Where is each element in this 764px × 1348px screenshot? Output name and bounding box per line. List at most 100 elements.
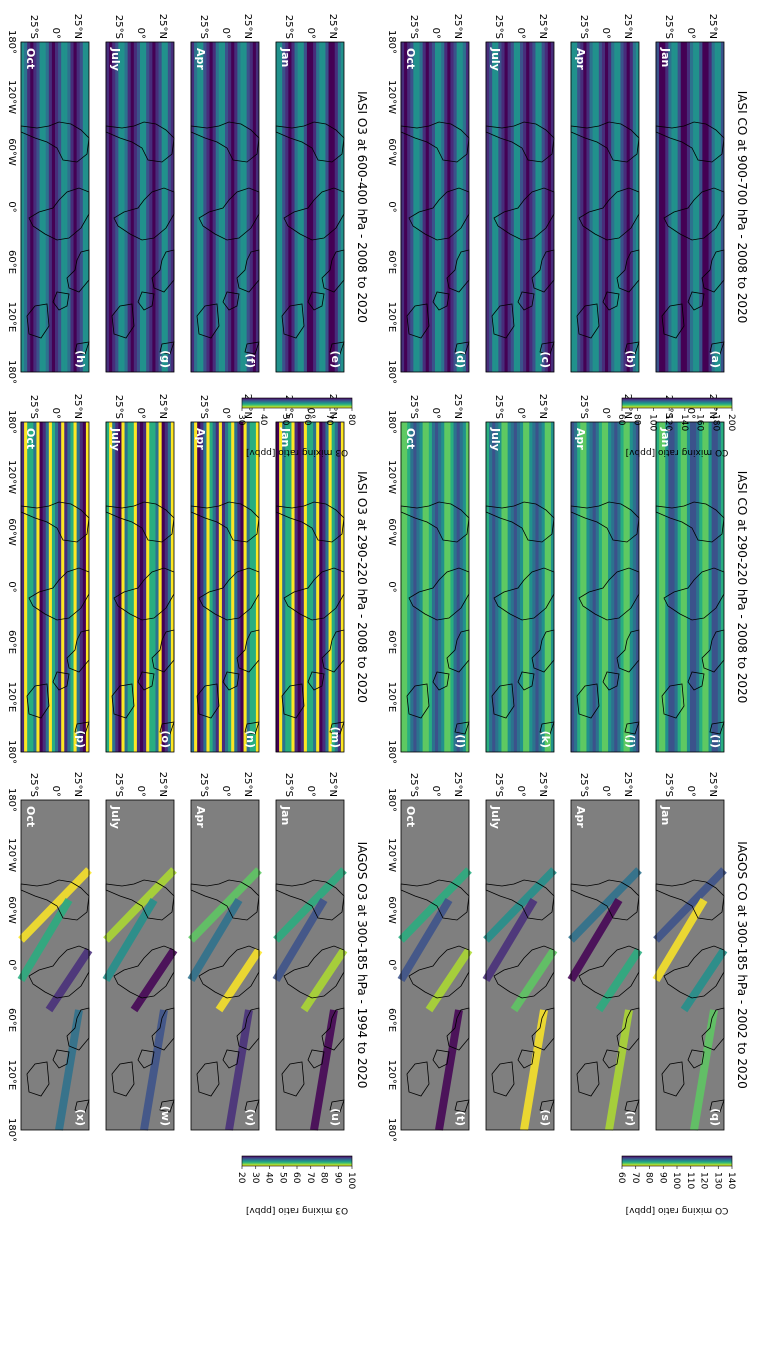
colorbar-tick-label: 70 — [305, 1172, 315, 1184]
lon-tick-label: 180° — [386, 410, 397, 434]
panel-group-iagos-co: IAGOS CO at 300-185 hPa - 2002 to 2020 Ja… — [386, 772, 749, 1142]
panel-group-title: IAGOS O3 at 300-185 hPa - 1994 to 2020 — [355, 842, 369, 1089]
panel-group-title: IASI CO at 290-220 hPa - 2008 to 2020 — [735, 471, 749, 704]
lon-tick-label: 180° — [386, 740, 397, 764]
lon-tick-label: 60°E — [386, 630, 397, 654]
month-label: Jan — [279, 47, 292, 67]
lat-tick-label: 25°N — [157, 14, 168, 39]
panel-letter: (e) — [329, 350, 342, 368]
panel-group-iagos-o3: IAGOS O3 at 300-185 hPa - 1994 to 2020 Ja… — [6, 772, 369, 1142]
lat-tick-label: 25°N — [452, 394, 463, 419]
map-panel-u: Jan (u) 25°N 0° 25°S — [272, 772, 348, 1131]
lon-tick-label: 0° — [6, 581, 17, 592]
lat-tick-label: 25°N — [707, 14, 718, 39]
colorbar-label: O3 mixing ratio [ppbv] — [246, 1205, 348, 1215]
lat-tick-label: 0° — [50, 28, 61, 39]
lat-tick-label: 25°S — [493, 773, 504, 797]
colorbar-tick-label: 120 — [663, 414, 673, 431]
month-label: Jan — [279, 805, 292, 825]
colorbar-iagos-co: 60 70 80 90 100 110 120 130 140 CO mixing ratio [… — [616, 1155, 736, 1215]
panel-letter: (s) — [539, 1109, 552, 1126]
map-panel-k: July (k) 25°N 0° 25°S — [485, 394, 555, 753]
panel-letter: (h) — [74, 350, 87, 368]
lat-tick-label: 25°S — [28, 15, 39, 39]
lon-tick-label: 60°W — [6, 896, 17, 924]
panel-group-iasi-o3-low: IASI O3 at 600-400 hPa - 2008 to 2020 Jan… — [6, 14, 369, 384]
lat-tick-label: 25°S — [408, 773, 419, 797]
colorbar-label: O3 mixing ratio [ppbv] — [246, 447, 348, 457]
colorbar-tick-label: 180 — [710, 414, 720, 431]
lat-tick-label: 25°S — [578, 773, 589, 797]
lat-tick-label: 25°S — [28, 395, 39, 419]
colorbar-tick-label: 60 — [291, 1172, 301, 1184]
lat-tick-label: 25°S — [408, 395, 419, 419]
map-panel-o: July (o) 25°N 0° 25°S — [105, 394, 175, 753]
lat-tick-label: 0° — [305, 786, 316, 797]
lat-tick-label: 25°N — [452, 14, 463, 39]
lon-tick-label: 180° — [386, 788, 397, 812]
colorbar-tick-label: 200 — [726, 414, 736, 431]
panel-letter: (l) — [454, 734, 467, 748]
lon-tick-label: 60°E — [386, 1008, 397, 1032]
panel-group-title: IASI O3 at 600-400 hPa - 2008 to 2020 — [355, 91, 369, 323]
panel-letter: (i) — [709, 734, 722, 748]
map-panel-h: Oct (h) 25°N 0° 25°S — [20, 14, 90, 373]
lat-tick-label: 25°N — [537, 772, 548, 797]
map-panel-q: Jan (q) 25°N 0° 25°S — [652, 772, 728, 1131]
month-label: Apr — [574, 428, 587, 450]
lon-tick-label: 60°W — [386, 138, 397, 166]
month-label: Oct — [24, 428, 37, 449]
panel-letter: (j) — [624, 734, 637, 748]
map-panel-j: Apr(j)25°N0°25°S — [570, 394, 640, 753]
colorbar-tick-label: 100 — [671, 1172, 681, 1189]
lat-tick-label: 25°N — [452, 772, 463, 797]
colorbar-tick-label: 20 — [236, 1172, 246, 1184]
lat-tick-label: 0° — [515, 786, 526, 797]
colorbar-tick-label: 100 — [346, 1172, 356, 1189]
lat-tick-label: 0° — [600, 28, 611, 39]
panel-letter: (c) — [539, 351, 552, 368]
month-label: July — [489, 427, 502, 451]
lat-tick-label: 25°N — [327, 772, 338, 797]
colorbar-label: CO mixing ratio [ppbv] — [626, 1205, 729, 1215]
colorbar-iasi-co-low: 60 80 100 120 140 160 180 200 CO mixing ratio [p… — [616, 397, 736, 457]
panel-letter: (t) — [454, 1111, 467, 1126]
lat-tick-label: 25°S — [113, 773, 124, 797]
lat-tick-label: 25°S — [198, 15, 209, 39]
lat-tick-label: 25°N — [327, 14, 338, 39]
lon-tick-label: 120°E — [386, 682, 397, 712]
lon-tick-label: 60°W — [386, 896, 397, 924]
map-panel-x: Oct (x) 25°N 0° 25°S — [17, 772, 93, 1131]
lat-tick-label: 25°N — [242, 772, 253, 797]
lon-tick-label: 60°W — [6, 138, 17, 166]
lon-tick-label: 120°E — [6, 682, 17, 712]
colorbar-tick-label: 60 — [616, 414, 626, 426]
lat-tick-label: 0° — [135, 786, 146, 797]
lat-tick-label: 25°N — [537, 14, 548, 39]
lat-tick-label: 0° — [305, 28, 316, 39]
colorbar-tick-label: 160 — [695, 414, 705, 431]
lat-tick-label: 25°N — [622, 14, 633, 39]
lat-tick-label: 0° — [135, 408, 146, 419]
lon-tick-label: 0° — [386, 959, 397, 970]
lat-tick-label: 0° — [515, 408, 526, 419]
panel-letter: (v) — [244, 1109, 257, 1126]
lon-tick-label: 0° — [386, 581, 397, 592]
lon-tick-label: 120°W — [6, 838, 17, 872]
lat-tick-label: 25°N — [242, 14, 253, 39]
lon-tick-label: 180° — [386, 360, 397, 384]
lon-tick-label: 0° — [6, 959, 17, 970]
month-label: July — [489, 47, 502, 71]
month-label: July — [489, 805, 502, 829]
map-panel-i: Jan(i)25°N0°25°S — [655, 394, 725, 753]
lon-tick-label: 180° — [6, 360, 17, 384]
colorbar-tick-label: 100 — [647, 414, 657, 431]
lon-tick-label: 60°E — [386, 250, 397, 274]
lat-tick-label: 25°N — [72, 14, 83, 39]
month-label: July — [109, 427, 122, 451]
map-panel-g: July (g) 25°N 0° 25°S — [105, 14, 175, 373]
month-label: Oct — [404, 428, 417, 449]
month-label: July — [109, 805, 122, 829]
lat-tick-label: 0° — [50, 408, 61, 419]
colorbar-tick-label: 60 — [302, 414, 312, 426]
